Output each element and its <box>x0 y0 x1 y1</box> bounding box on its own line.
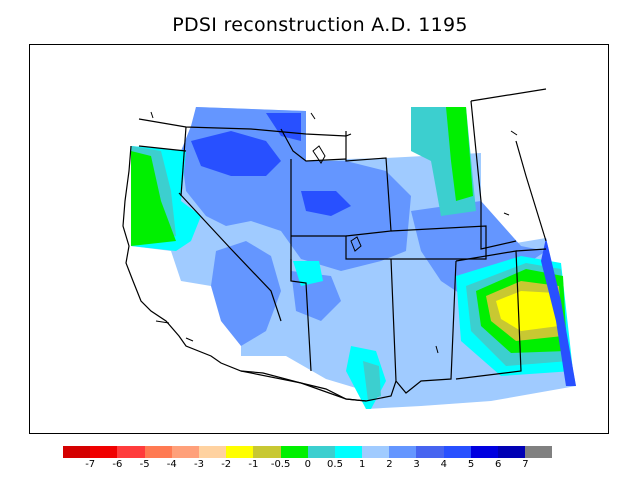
color-legend <box>63 446 553 458</box>
legend-swatch <box>198 446 227 458</box>
lake-dot-5 <box>503 212 510 216</box>
pdsi-zone-green-ne <box>446 107 473 201</box>
legend-tick-label: -0.5 <box>270 459 291 470</box>
legend-tick-label: 4 <box>440 459 447 470</box>
pdsi-zone-dark-blue-north <box>191 131 281 176</box>
legend-tick-label: 6 <box>495 459 502 470</box>
texas-line <box>455 250 522 380</box>
legend-tick-label: 5 <box>467 459 475 470</box>
nm-outline <box>390 258 457 394</box>
northern-border <box>138 118 352 137</box>
lake-dot-1 <box>150 111 154 119</box>
legend-tick-label: 0.5 <box>327 459 343 470</box>
pdsi-zone-dark-blue-central <box>301 191 351 216</box>
utah-colorado-line <box>291 235 391 260</box>
legend-swatch <box>334 446 363 458</box>
legend-swatch <box>90 446 118 458</box>
legend-swatch <box>416 446 444 458</box>
wyoming-border <box>345 131 392 237</box>
legend-swatch <box>117 446 145 458</box>
pdsi-zone-dark-blue-ne <box>266 113 301 141</box>
pdsi-zone-mid-blue-south <box>211 241 281 346</box>
legend-ticks: -7 -6 -5 -4 -3 -2 -1 -0.5 0 0.5 1 2 3 4 5 6 7 <box>63 459 579 475</box>
lake-dot-3 <box>435 345 439 354</box>
colorado-box <box>390 225 487 260</box>
ne-lines <box>515 140 547 242</box>
lake-dot-4 <box>510 130 518 136</box>
lake-outline-ut <box>350 236 362 252</box>
legend-tick-label: -2 <box>221 459 232 470</box>
legend-swatch <box>362 446 390 458</box>
legend-swatch <box>389 446 417 458</box>
lakes-and-islands <box>150 111 518 354</box>
canada-border-ne <box>470 88 547 102</box>
legend-tick-label: 0 <box>304 459 311 470</box>
oklahoma-line <box>515 248 547 252</box>
oregon-idaho-line <box>180 126 187 197</box>
legend-tick-label: 2 <box>386 459 393 470</box>
legend-swatch <box>253 446 281 458</box>
channel-island-2 <box>185 337 194 342</box>
washington-oregon-line <box>138 145 187 152</box>
legend-tick-label: -7 <box>85 459 96 470</box>
legend-tick-label: -4 <box>166 459 177 470</box>
pdsi-zone-green-west <box>131 151 176 246</box>
idaho-montana-line <box>280 128 347 162</box>
dakotas-line <box>470 100 517 250</box>
channel-island-1 <box>155 320 170 324</box>
california-nevada-line <box>178 192 282 322</box>
pdsi-zone-teal-south <box>363 361 381 401</box>
legend-tick-label: -3 <box>194 459 204 470</box>
legend-swatch <box>443 446 471 458</box>
pdsi-zone-yellow-se <box>496 291 559 331</box>
pdsi-zone-cyan-center <box>293 261 323 286</box>
legend-tick-label: 3 <box>413 459 420 470</box>
legend-tick-label: -5 <box>139 459 150 470</box>
pdsi-zone-mid-blue-east <box>411 201 546 301</box>
legend-swatch <box>280 446 308 458</box>
legend-swatch <box>144 446 172 458</box>
legend-swatch <box>307 446 335 458</box>
lake-dot-2 <box>310 112 316 120</box>
legend-swatch <box>171 446 199 458</box>
pdsi-zone-blue-se-edge <box>541 238 576 386</box>
legend-swatch <box>470 446 498 458</box>
legend-swatch <box>226 446 254 458</box>
legend-swatch <box>525 446 553 458</box>
legend-tick-label: -6 <box>112 459 123 470</box>
great-salt-lake <box>312 145 326 164</box>
state-boundaries <box>122 88 547 402</box>
legend-swatch <box>498 446 526 458</box>
pdsi-map <box>122 88 576 409</box>
legend-tick-label: 1 <box>359 459 366 470</box>
map-title: PDSI reconstruction A.D. 1195 <box>172 14 468 36</box>
legend-tick-label: -1 <box>248 459 259 470</box>
arizona-nm-line <box>290 259 312 372</box>
legend-swatch <box>63 446 91 458</box>
mexico-border <box>240 370 397 402</box>
legend-tick-label: 7 <box>522 459 529 470</box>
map-frame <box>29 44 609 434</box>
